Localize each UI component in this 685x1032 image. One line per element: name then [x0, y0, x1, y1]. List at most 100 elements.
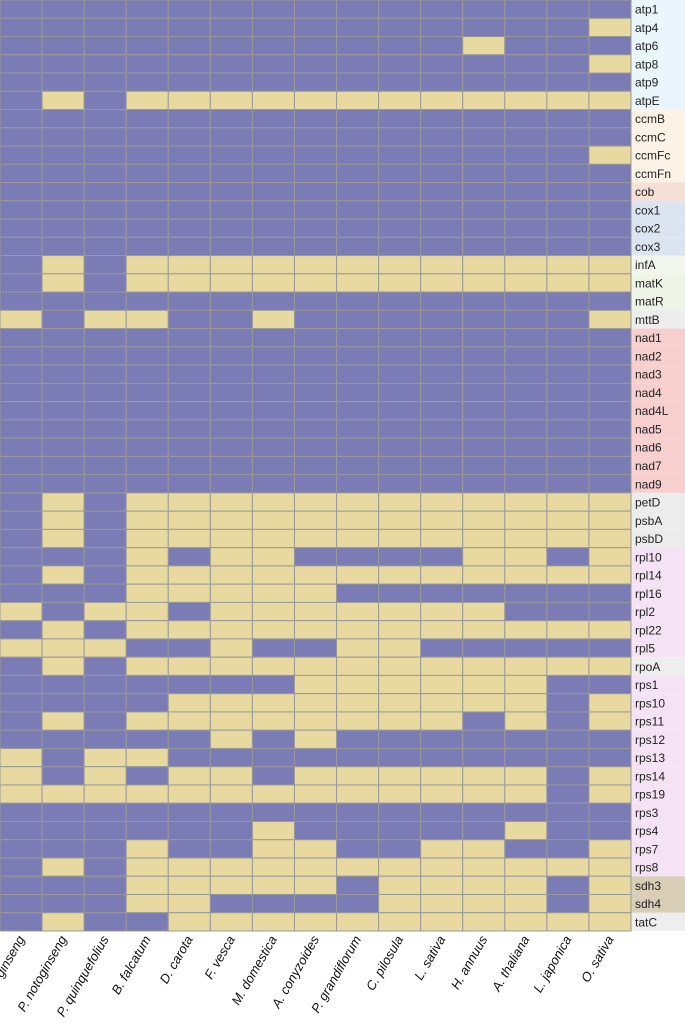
- gene-label: rps8: [635, 861, 659, 875]
- heatmap-cell: [251, 54, 295, 74]
- heatmap-cell: [336, 419, 380, 439]
- heatmap-cell: [41, 291, 85, 311]
- heatmap-cell: [462, 638, 506, 658]
- heatmap-cell: [336, 127, 380, 147]
- heatmap-cell: [125, 90, 169, 111]
- heatmap-cell: [378, 72, 422, 92]
- heatmap-cell: [336, 109, 380, 129]
- heatmap-cell: [83, 163, 127, 184]
- heatmap-cell: [504, 638, 548, 658]
- heatmap-cell: [0, 109, 43, 129]
- heatmap-cell: [378, 17, 422, 38]
- heatmap-cell: [209, 127, 253, 147]
- heatmap-cell: [125, 72, 169, 92]
- heatmap-cell: [336, 328, 380, 348]
- heatmap-cell: [167, 656, 211, 676]
- heatmap-cell: [588, 547, 632, 567]
- heatmap-cell: [293, 510, 338, 530]
- heatmap-cell: [0, 437, 43, 457]
- heatmap-cell: [251, 912, 295, 932]
- gene-group-band-atp4: [631, 18, 685, 37]
- heatmap-cell: [588, 163, 632, 184]
- heatmap-cell: [167, 583, 211, 603]
- heatmap-cell: [125, 273, 169, 293]
- species-label: B. falcatum: [108, 933, 154, 997]
- heatmap-cell: [209, 145, 253, 165]
- heatmap-cell: [336, 857, 380, 877]
- heatmap-cell: [167, 382, 211, 403]
- gene-label: rps4: [635, 824, 659, 838]
- heatmap-cell: [378, 127, 422, 147]
- heatmap-cell: [504, 255, 548, 275]
- heatmap-cell: [378, 309, 422, 330]
- heatmap-cell: [125, 364, 169, 384]
- heatmap-cell: [462, 109, 506, 129]
- heatmap-cell: [378, 747, 422, 768]
- heatmap-cell: [546, 528, 590, 549]
- heatmap-cell: [504, 510, 548, 530]
- heatmap-cell: [293, 401, 338, 421]
- heatmap-cell: [0, 401, 43, 421]
- gene-group-band-nad2: [631, 346, 685, 366]
- heatmap-cell: [125, 145, 169, 165]
- heatmap-cell: [420, 364, 464, 384]
- heatmap-cell: [167, 364, 211, 384]
- heatmap-cell: [504, 291, 548, 311]
- heatmap-cell: [83, 200, 127, 220]
- heatmap-cell: [336, 510, 380, 530]
- heatmap-cell: [83, 510, 127, 530]
- heatmap-cell: [504, 528, 548, 549]
- heatmap-cell: [83, 36, 127, 56]
- heatmap-cell: [546, 875, 590, 895]
- heatmap-cell: [83, 693, 127, 713]
- heatmap-cell: [546, 912, 590, 932]
- heatmap-cell: [293, 72, 338, 92]
- heatmap-cell: [293, 127, 338, 147]
- heatmap-cell: [0, 510, 43, 530]
- heatmap-cell: [462, 72, 506, 92]
- heatmap-cell: [125, 474, 169, 494]
- heatmap-cell: [462, 583, 506, 603]
- gene-group-band-matK: [631, 273, 685, 293]
- heatmap-cell: [378, 419, 422, 439]
- heatmap-cell: [0, 0, 43, 19]
- heatmap-cell: [125, 0, 169, 19]
- heatmap-cell: [504, 893, 548, 914]
- heatmap-cell: [209, 382, 253, 403]
- heatmap-cell: [83, 857, 127, 877]
- heatmap-cell: [83, 419, 127, 439]
- heatmap-cell: [251, 601, 295, 622]
- heatmap-cell: [41, 565, 85, 585]
- heatmap-cell: [0, 309, 43, 330]
- heatmap-cell: [336, 547, 380, 567]
- heatmap-cell: [336, 528, 380, 549]
- heatmap-cell: [504, 72, 548, 92]
- gene-group-band-rpl2: [631, 602, 685, 621]
- heatmap-cell: [209, 601, 253, 622]
- heatmap-cell: [0, 820, 43, 841]
- heatmap-cell: [251, 145, 295, 165]
- heatmap-cell: [83, 620, 127, 640]
- heatmap-cell: [546, 747, 590, 768]
- heatmap-cell: [167, 766, 211, 786]
- heatmap-cell: [546, 273, 590, 293]
- heatmap-cell: [209, 109, 253, 129]
- heatmap-cell: [462, 17, 506, 38]
- heatmap-cell: [504, 328, 548, 348]
- heatmap-cell: [462, 200, 506, 220]
- heatmap-cell: [125, 893, 169, 914]
- heatmap-cell: [420, 802, 464, 822]
- heatmap-cell: [588, 674, 632, 695]
- heatmap-cell: [462, 0, 506, 19]
- gene-group-band-rps12: [631, 730, 685, 749]
- heatmap-cell: [588, 309, 632, 330]
- heatmap-cell: [209, 711, 253, 731]
- gene-group-band-rps7: [631, 839, 685, 858]
- heatmap-cell: [546, 291, 590, 311]
- heatmap-cell: [209, 893, 253, 914]
- heatmap-cell: [546, 565, 590, 585]
- heatmap-cell: [504, 766, 548, 786]
- heatmap-cell: [420, 565, 464, 585]
- heatmap-cell: [293, 912, 338, 932]
